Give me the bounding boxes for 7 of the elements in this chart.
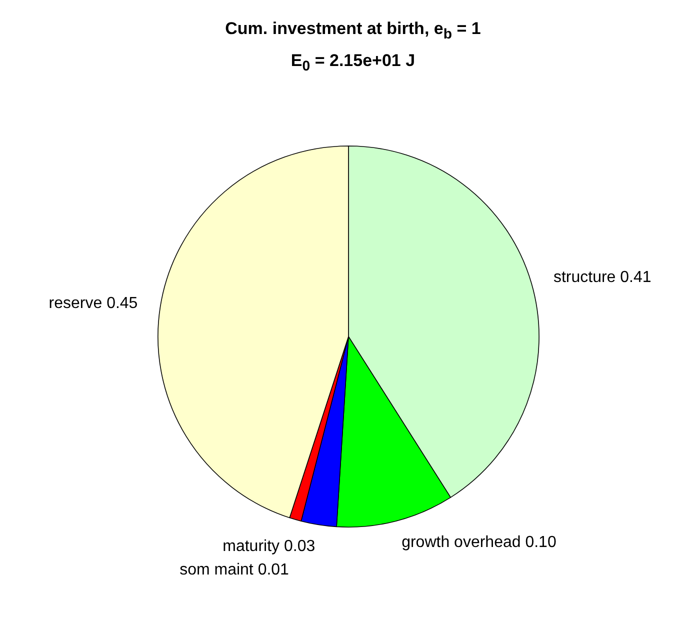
chart-subtitle: E$_{0}$ = 2.15e+01 J (290, 50, 416, 76)
slice-label: maturity 0.03 (222, 538, 316, 555)
slice-label: structure 0.41 (553, 268, 652, 286)
slice-label: reserve 0.45 (48, 294, 138, 312)
slice-label: growth overhead 0.10 (402, 534, 556, 551)
slice-label: som maint 0.01 (180, 561, 290, 578)
chart-title: Cum. investment at birth, e$_{b}$ = 1 (225, 18, 481, 44)
